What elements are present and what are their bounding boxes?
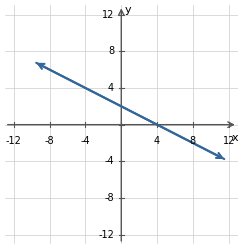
Text: 12: 12 (102, 10, 114, 20)
Text: -8: -8 (45, 136, 54, 146)
Text: 8: 8 (190, 136, 196, 146)
Text: 8: 8 (108, 46, 114, 56)
Text: -12: -12 (98, 230, 114, 240)
Text: 12: 12 (223, 136, 235, 146)
Text: -12: -12 (6, 136, 22, 146)
Text: -4: -4 (81, 136, 90, 146)
Text: y: y (125, 5, 132, 15)
Text: 4: 4 (154, 136, 160, 146)
Text: -4: -4 (104, 156, 114, 166)
Text: x: x (232, 133, 238, 143)
Text: 4: 4 (108, 83, 114, 93)
Text: -8: -8 (104, 193, 114, 203)
